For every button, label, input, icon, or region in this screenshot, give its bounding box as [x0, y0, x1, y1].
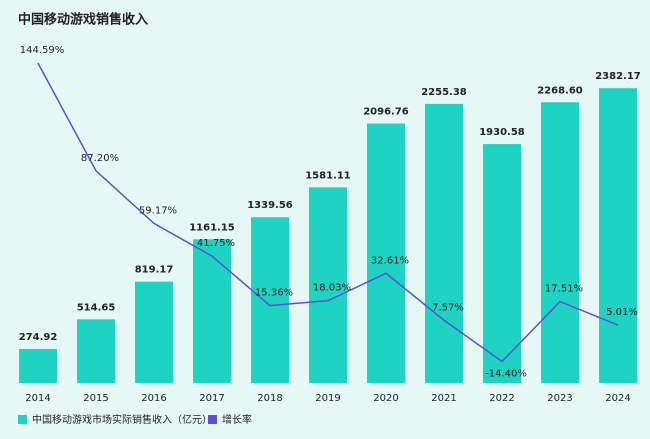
x-tick-label: 2019 [315, 393, 340, 404]
x-tick-label: 2017 [199, 393, 224, 404]
bar [309, 187, 347, 383]
bar-value-label: 1339.56 [247, 200, 293, 211]
line-value-label: 18.03% [313, 283, 351, 294]
line-value-label: -14.40% [485, 368, 527, 379]
line-value-label: 15.36% [255, 288, 293, 299]
bar [367, 123, 405, 384]
line-value-label: 17.51% [545, 284, 583, 295]
x-tick-label: 2018 [257, 393, 282, 404]
x-tick-label: 2021 [431, 393, 456, 404]
chart-title: 中国移动游戏销售收入 [18, 12, 148, 28]
bar-value-label: 2382.17 [595, 71, 641, 82]
bar-value-label: 1581.11 [305, 170, 351, 181]
x-tick-label: 2024 [605, 393, 630, 404]
bar [193, 239, 231, 383]
bar-value-label: 514.65 [77, 302, 116, 313]
bar-value-label: 819.17 [135, 265, 174, 276]
x-tick-label: 2020 [373, 393, 398, 404]
line-value-label: 41.75% [197, 238, 235, 249]
line-value-label: 32.61% [371, 255, 409, 266]
line-value-label: 59.17% [139, 205, 177, 216]
bar [483, 144, 521, 383]
bar [77, 319, 115, 383]
x-tick-label: 2014 [25, 393, 50, 404]
bar-value-label: 1930.58 [479, 127, 525, 138]
bar [541, 102, 579, 384]
line-value-label: 7.57% [432, 302, 464, 313]
bar [251, 217, 289, 383]
bar [135, 281, 173, 383]
bar-value-label: 2096.76 [363, 107, 409, 118]
bar [599, 88, 637, 384]
legend-label: 增长率 [222, 413, 252, 426]
line-value-label: 87.20% [81, 153, 119, 164]
bar-value-label: 274.92 [19, 332, 58, 343]
x-tick-label: 2023 [547, 393, 572, 404]
legend-swatch [208, 415, 217, 424]
x-tick-label: 2015 [83, 393, 108, 404]
bar [425, 103, 463, 383]
bar-value-label: 2268.60 [537, 85, 583, 96]
x-tick-label: 2016 [141, 393, 166, 404]
bar-value-label: 1161.15 [189, 222, 235, 233]
legend-label: 中国移动游戏市场实际销售收入（亿元） [32, 413, 212, 426]
bar [19, 348, 57, 383]
bar-value-label: 2255.38 [421, 87, 467, 98]
legend-swatch [18, 415, 27, 424]
growth-line [37, 62, 619, 363]
x-tick-label: 2022 [489, 393, 514, 404]
line-value-label: 144.59% [20, 45, 65, 56]
line-value-label: 5.01% [606, 307, 638, 318]
